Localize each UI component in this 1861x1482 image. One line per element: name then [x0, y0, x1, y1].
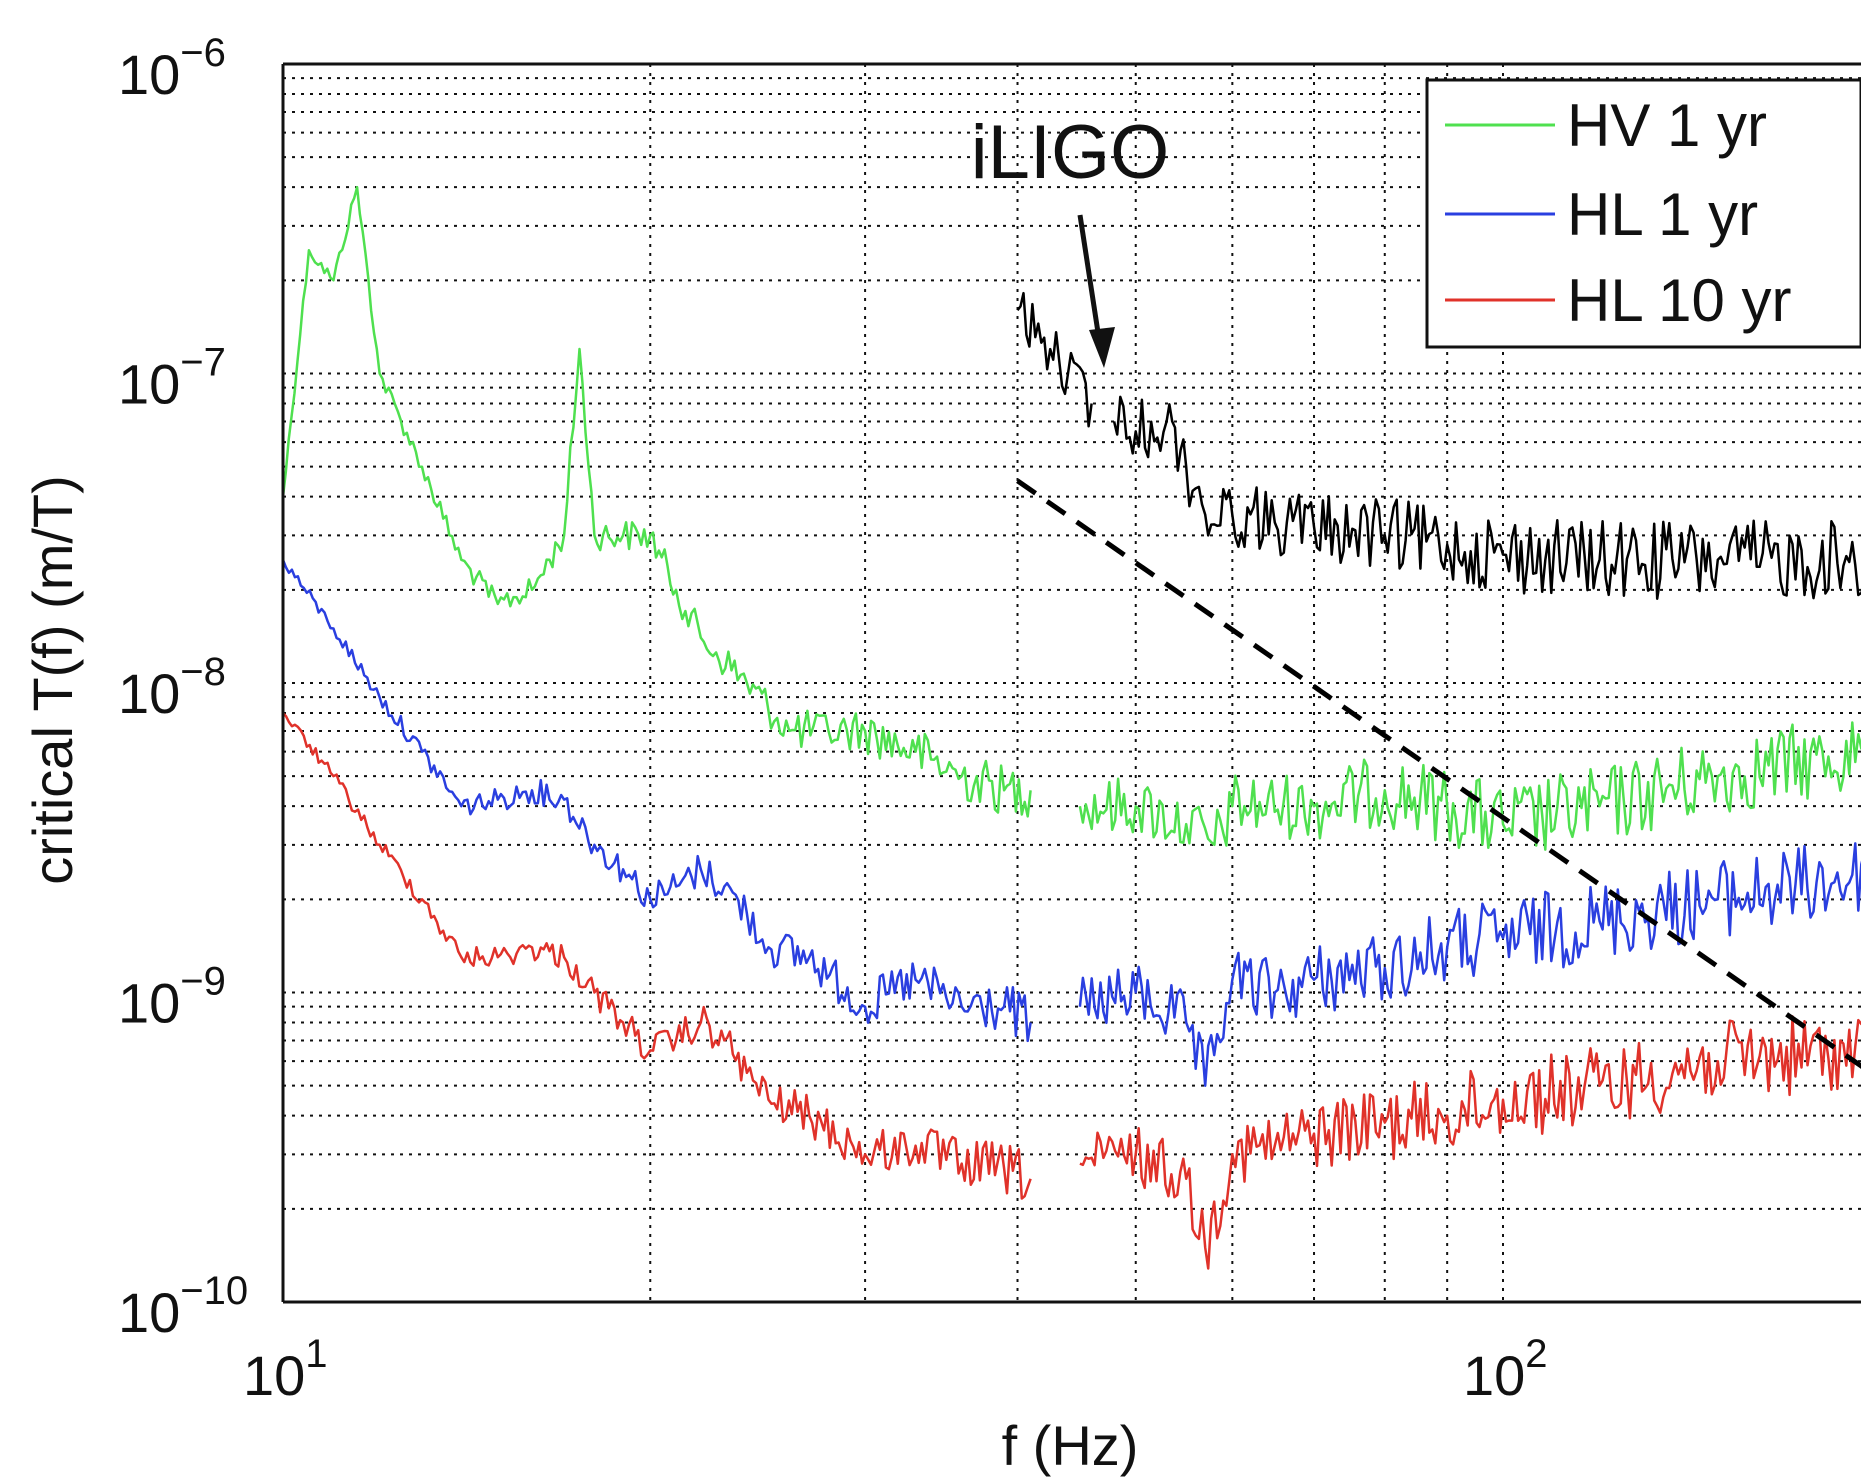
- y-tick-labels: 10−6 10−7 10−8 10−9 10−10: [118, 31, 248, 1344]
- annotation-label: iLIGO: [971, 110, 1170, 195]
- series-line-3: [1016, 291, 1861, 600]
- y-tick-label: 10−10: [118, 1269, 248, 1344]
- series-line-2: [283, 712, 1861, 1270]
- series-line-0: [283, 185, 1861, 851]
- legend: HV 1 yr HL 1 yr HL 10 yr: [1425, 78, 1861, 349]
- y-tick-label: 10−8: [118, 650, 226, 725]
- y-tick-label: 10−6: [118, 31, 226, 106]
- legend-label-hv-1yr: HV 1 yr: [1567, 92, 1767, 159]
- iligo-annotation: iLIGO: [971, 110, 1170, 368]
- series-layer: [283, 185, 1861, 1270]
- series-line-1: [283, 559, 1861, 1087]
- x-axis-title: f (Hz): [1002, 1414, 1139, 1477]
- legend-label-hl-1yr: HL 1 yr: [1567, 181, 1758, 248]
- y-axis-title: critical T(f) (m/T): [21, 475, 84, 885]
- y-tick-label: 10−9: [118, 960, 226, 1035]
- legend-label-hl-10yr: HL 10 yr: [1567, 267, 1792, 334]
- x-tick-labels: 101 102: [243, 1332, 1548, 1407]
- x-tick-label: 102: [1463, 1332, 1548, 1407]
- x-tick-label: 101: [243, 1332, 328, 1407]
- y-tick-label: 10−7: [118, 341, 226, 416]
- annotation-arrow-head: [1089, 327, 1115, 368]
- series-line-4: [1016, 478, 1861, 1069]
